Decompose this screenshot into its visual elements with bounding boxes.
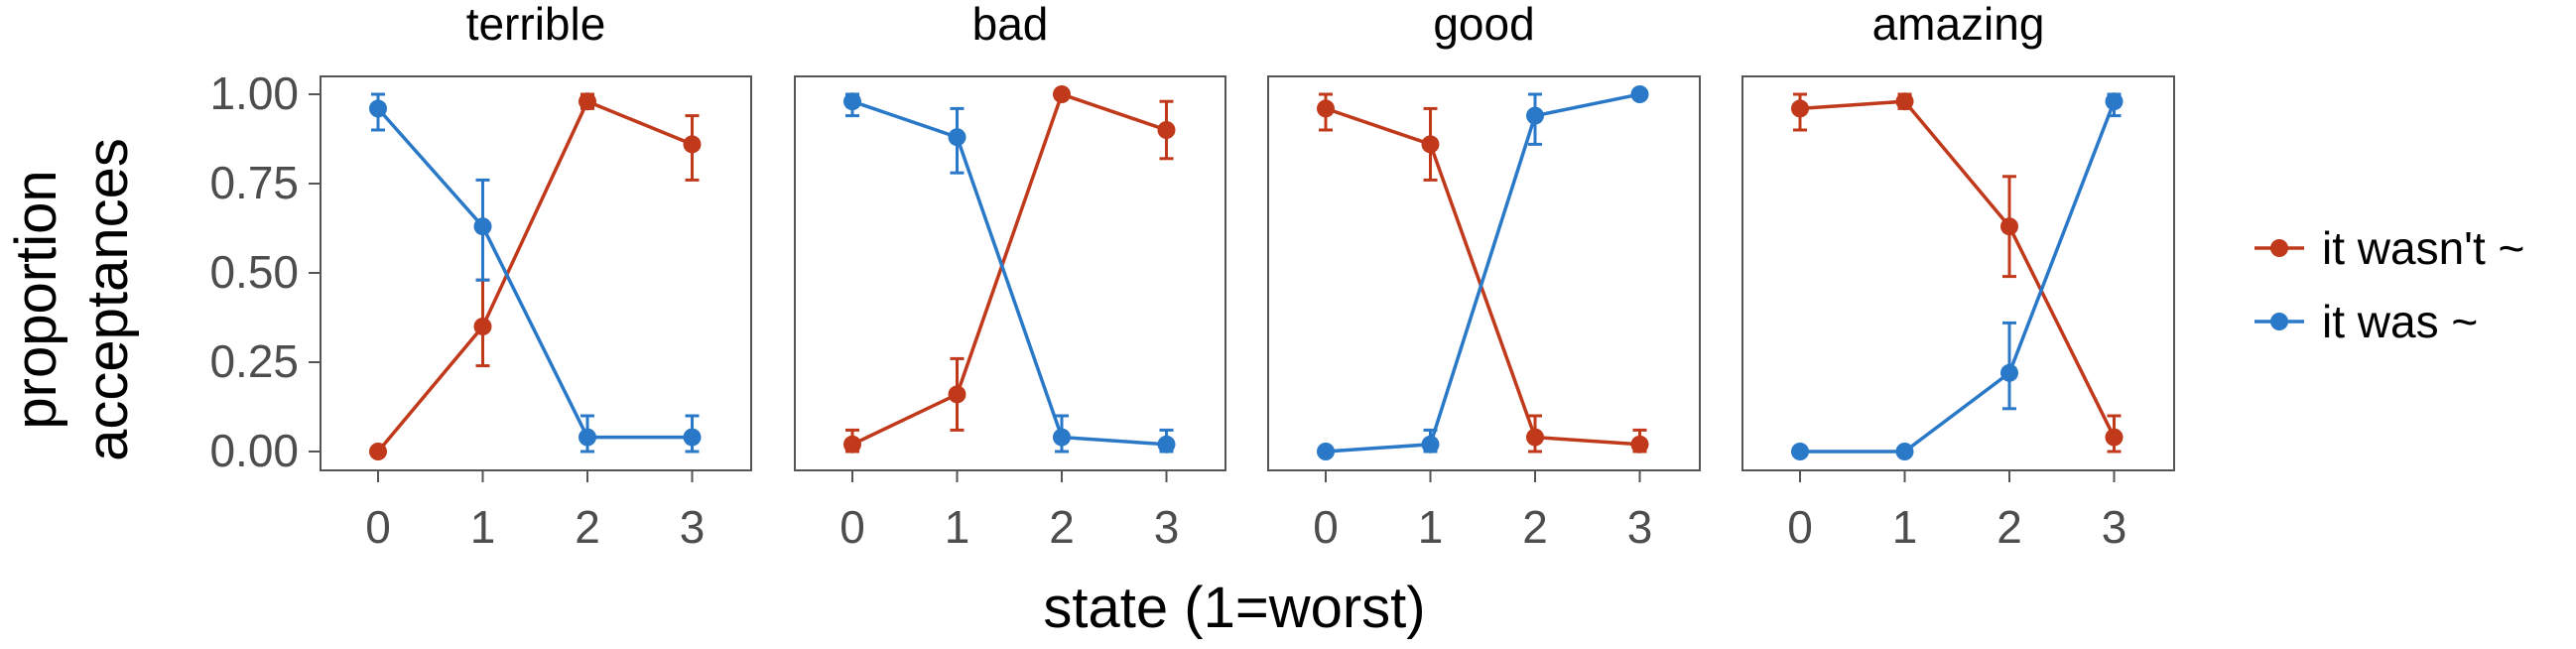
x-tick-label: 0	[1787, 501, 1813, 553]
x-tick-label: 2	[575, 501, 600, 553]
y-axis-title: proportion acceptances	[4, 138, 140, 461]
data-point	[369, 443, 387, 460]
series-it-wasnt	[1317, 92, 1649, 454]
data-point	[1630, 435, 1649, 454]
x-tick-label: 3	[680, 501, 706, 553]
data-point	[683, 428, 702, 447]
x-tick-label: 0	[1313, 501, 1339, 553]
data-point	[1317, 99, 1335, 118]
series-it-wasnt	[843, 85, 1176, 454]
data-point	[1791, 99, 1809, 118]
legend-item: it was ~	[2254, 296, 2478, 347]
data-point	[843, 435, 861, 454]
series-it-was	[1317, 85, 1649, 460]
panel-good: good 0 1 2 3	[1267, 0, 1701, 553]
series-it-was	[1791, 92, 2124, 460]
series-line	[376, 98, 694, 454]
series-line	[376, 107, 693, 440]
series-line	[1799, 99, 2117, 439]
panel-frame	[794, 75, 1226, 471]
y-tick-label: 0.75	[209, 157, 299, 208]
data-point	[1791, 443, 1809, 460]
data-point	[683, 135, 702, 154]
x-tick-label: 2	[1049, 501, 1075, 553]
data-point	[1053, 428, 1071, 447]
legend-label: it wasn't ~	[2322, 222, 2524, 274]
legend-item: it wasn't ~	[2254, 222, 2524, 274]
series-it-wasnt	[369, 92, 702, 460]
panel-frame	[1741, 75, 2175, 471]
panel-terrible: terrible 0 1 2 3 0.00 0.25 0.50 0.75 1.00	[209, 0, 752, 553]
x-tick-label: 1	[470, 501, 496, 553]
series-it-was	[369, 92, 702, 454]
panel-title: bad	[972, 0, 1049, 50]
data-point	[1317, 443, 1335, 460]
x-tick-label: 1	[945, 501, 970, 553]
x-tick-label: 1	[1892, 501, 1918, 553]
panel-title: amazing	[1872, 0, 2045, 50]
data-point	[1895, 92, 1914, 111]
x-tick-label: 3	[1154, 501, 1180, 553]
data-point	[2000, 217, 2018, 236]
data-point	[1421, 435, 1440, 454]
data-point	[2105, 428, 2124, 447]
legend-key-point	[2270, 313, 2288, 330]
data-point	[579, 428, 596, 447]
y-tick-label: 0.50	[209, 246, 299, 298]
legend-label: it was ~	[2322, 296, 2478, 347]
y-axis-label-line-2: acceptances	[75, 138, 140, 461]
series-it-was	[843, 92, 1176, 454]
panel-title: terrible	[466, 0, 606, 50]
x-tick-label: 2	[1996, 501, 2022, 553]
data-point	[1526, 428, 1544, 447]
panel-title: good	[1433, 0, 1534, 50]
y-tick-label: 0.00	[209, 425, 299, 476]
series-line	[851, 91, 1168, 447]
data-point	[1526, 106, 1544, 125]
x-tick-label: 2	[1522, 501, 1548, 553]
x-axis-label: state (1=worst)	[1043, 576, 1425, 640]
legend-key-point	[2270, 239, 2288, 257]
x-tick-label: 3	[1627, 501, 1653, 553]
panel-frame	[320, 75, 752, 471]
data-point	[1895, 443, 1914, 460]
data-point	[369, 99, 387, 118]
panel-bad: bad 0 1 2 3	[794, 0, 1226, 553]
data-point	[2105, 92, 2124, 111]
x-tick-label: 3	[2102, 501, 2127, 553]
data-point	[1630, 85, 1649, 103]
data-point	[1053, 85, 1071, 103]
series-line	[851, 99, 1167, 447]
series-line	[1325, 92, 1640, 454]
panel-amazing: amazing 0 1 2 3	[1741, 0, 2175, 553]
y-tick-label: 0.25	[209, 335, 299, 387]
series-it-wasnt	[1791, 92, 2124, 454]
data-point	[948, 128, 966, 147]
y-tick-label: 1.00	[209, 67, 299, 119]
data-point	[473, 217, 492, 236]
data-point	[579, 92, 596, 111]
x-tick-label: 0	[839, 501, 865, 553]
data-point	[1421, 135, 1440, 154]
data-point	[1157, 121, 1176, 139]
data-point	[1157, 435, 1176, 454]
series-line	[1325, 106, 1640, 447]
data-point	[948, 385, 966, 404]
data-point	[843, 92, 861, 111]
data-point	[473, 318, 492, 335]
y-axis-label-line-1: proportion	[4, 170, 68, 429]
legend: it wasn't ~ it was ~	[2254, 222, 2524, 347]
x-tick-label: 1	[1418, 501, 1444, 553]
data-point	[2000, 363, 2018, 382]
x-tick-label: 0	[365, 501, 391, 553]
series-line	[1800, 100, 2117, 454]
